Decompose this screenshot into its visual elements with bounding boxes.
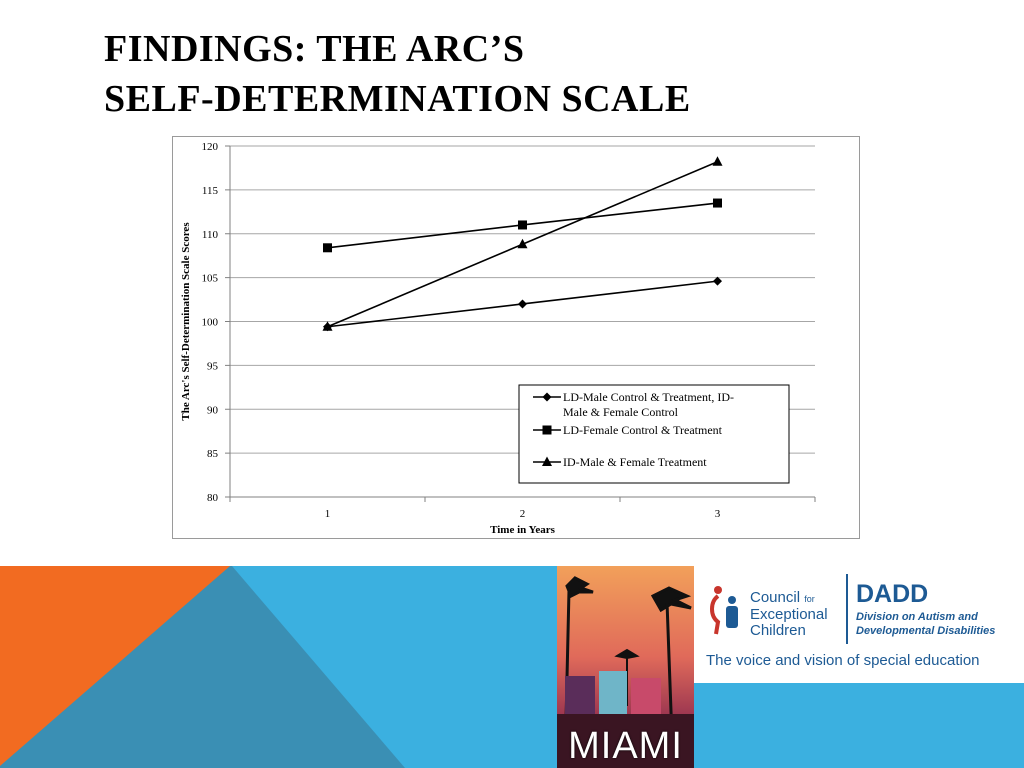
series-1-point xyxy=(518,299,527,309)
y-tick-label: 115 xyxy=(202,185,219,197)
legend-label-3: ID-Male & Female Treatment xyxy=(563,455,707,469)
legend-marker-2 xyxy=(542,425,552,435)
series-3-point xyxy=(517,238,528,249)
dadd-subtitle: Division on Autism and Developmental Dis… xyxy=(856,610,1024,638)
y-tick-label: 80 xyxy=(207,492,219,504)
dadd-subtitle-line-1: Division on Autism and xyxy=(856,611,978,623)
series-1-point xyxy=(713,276,722,286)
cec-name-line-2: Exceptional xyxy=(750,606,828,623)
dadd-title: DADD xyxy=(856,580,929,608)
building-center xyxy=(599,671,627,716)
y-tick-label: 120 xyxy=(202,141,219,153)
legend-label-1: LD-Male Control & Treatment, ID- xyxy=(563,390,734,404)
building-left xyxy=(565,676,595,716)
slide-title-line-2: SELF-DETERMINATION SCALE xyxy=(104,78,691,120)
miami-skyline-picture xyxy=(557,566,694,768)
line-chart: 80 85 90 95 100 105 110 115 120 1 2 3 Time in Years T… xyxy=(180,141,816,536)
chart-frame: 80 85 90 95 100 105 110 115 120 1 2 3 Time in Years T… xyxy=(172,136,860,539)
slide-title: FINDINGS: THE ARC’S SELF-DETERMINATION S… xyxy=(104,24,984,124)
x-tick-label: 1 xyxy=(325,508,331,520)
logo-divider xyxy=(846,574,848,644)
legend-label-1: Male & Female Control xyxy=(563,405,679,419)
series-2-point xyxy=(518,220,527,230)
x-tick-label: 3 xyxy=(715,508,721,520)
y-tick-label: 105 xyxy=(202,273,219,285)
legend-marker-3 xyxy=(542,456,552,466)
y-tick-label: 110 xyxy=(202,229,219,241)
series-2-point xyxy=(713,198,722,208)
x-axis-title: Time in Years xyxy=(490,524,555,536)
y-tick-label: 85 xyxy=(207,448,219,460)
legend-label-2: LD-Female Control & Treatment xyxy=(563,423,723,437)
y-axis-title: The Arc's Self-Determination Scale Score… xyxy=(180,222,192,421)
cec-figures-icon xyxy=(710,586,738,635)
y-tick-label: 95 xyxy=(207,360,219,372)
legend-box xyxy=(518,384,790,484)
series-3-point xyxy=(322,321,333,331)
cec-dadd-logo-panel: Council for Exceptional Children DADD Di… xyxy=(694,566,1024,683)
footer-orange-triangle xyxy=(0,566,230,766)
cec-name: Council for Exceptional Children xyxy=(750,590,850,639)
slide-title-line-1: FINDINGS: THE ARC’S xyxy=(104,28,525,70)
cec-name-line-1: Council xyxy=(750,589,801,606)
series-3-point xyxy=(712,156,723,166)
cec-name-for: for xyxy=(804,594,815,604)
y-tick-label: 90 xyxy=(207,404,219,416)
series-2-point xyxy=(323,243,332,253)
building-right xyxy=(631,678,661,716)
miami-image: MIAMI xyxy=(557,566,694,768)
x-tick-label: 2 xyxy=(520,508,526,520)
dadd-subtitle-line-2: Developmental Disabilities xyxy=(856,625,996,637)
y-tick-label: 100 xyxy=(202,317,219,329)
cec-name-line-3: Children xyxy=(750,622,806,639)
miami-word: MIAMI xyxy=(568,725,683,767)
cec-tagline: The voice and vision of special educatio… xyxy=(706,652,980,669)
legend-marker-1 xyxy=(542,392,552,402)
